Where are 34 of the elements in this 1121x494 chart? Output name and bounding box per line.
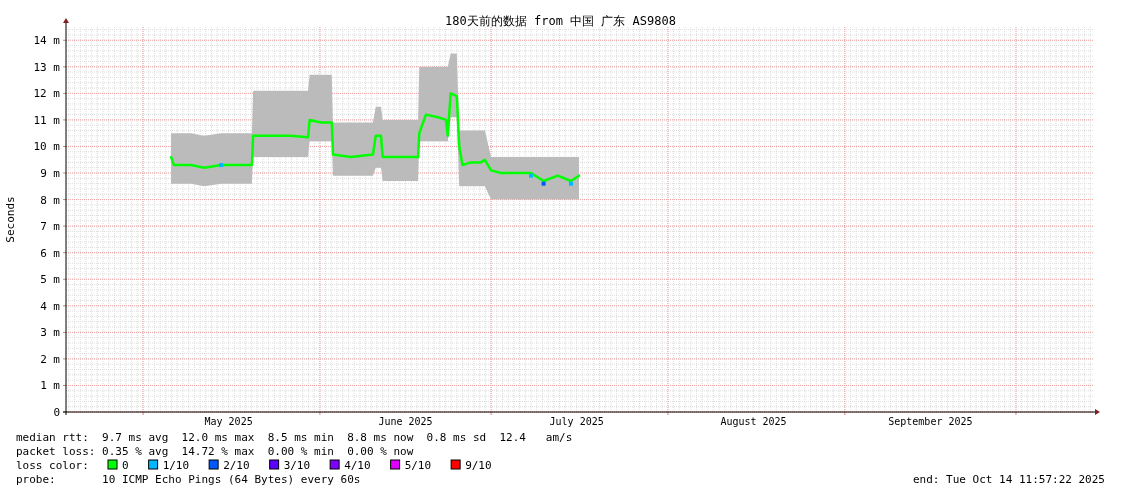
y-tick-label: 1 m: [40, 379, 61, 393]
x-tick-label: June 2025: [378, 416, 433, 427]
legend-title: loss color:: [16, 459, 89, 472]
legend-label: 0: [122, 459, 129, 472]
y-tick-label: 2 m: [40, 352, 61, 366]
y-tick-label: 3 m: [40, 326, 61, 340]
x-tick-label: May 2025: [204, 416, 253, 427]
y-tick-label: 11 m: [33, 113, 61, 127]
legend-label: 3/10: [283, 459, 311, 472]
chart-title: 180天前的数据 from 中国 广东 AS9808: [445, 14, 676, 28]
y-axis-title: Seconds: [4, 196, 17, 243]
text: probe: 10 ICMP Echo Pings (64 Bytes) every 60s: [16, 473, 361, 486]
legend-label: 4/10: [344, 459, 371, 472]
legend-label: 1/10: [162, 459, 190, 472]
legend-label: 5/10: [404, 459, 432, 472]
y-tick-label: 8 m: [40, 193, 61, 207]
y-tick-label: 13 m: [33, 60, 61, 74]
y-tick-label: 4 m: [40, 299, 61, 313]
x-tick-label: July 2025: [549, 416, 604, 427]
y-tick-label: 7 m: [40, 220, 61, 234]
y-tick-label: 0: [53, 406, 60, 419]
y-tick-label: 9 m: [40, 167, 61, 181]
y-tick-label: 14 m: [33, 34, 61, 48]
y-tick-label: 10 m: [33, 140, 61, 154]
x-tick-label: September 2025: [888, 416, 973, 427]
x-tick-label: August 2025: [720, 416, 787, 427]
text: end: Tue Oct 14 11:57:22 2025: [912, 473, 1105, 486]
y-tick-label: 12 m: [33, 87, 61, 101]
legend-label: 9/10: [465, 459, 492, 472]
y-tick-label: 6 m: [40, 246, 61, 260]
text: median rtt: 9.7 ms avg 12.0 ms max 8.5 ms min 8.8 ms now 0.8 ms sd 12.4 am/s: [16, 431, 573, 444]
text: packet loss: 0.35 % avg 14.72 % max 0.00 % min 0.00 % now: [16, 445, 414, 458]
legend-label: 2/10: [223, 459, 250, 472]
y-tick-label: 5 m: [40, 273, 61, 287]
